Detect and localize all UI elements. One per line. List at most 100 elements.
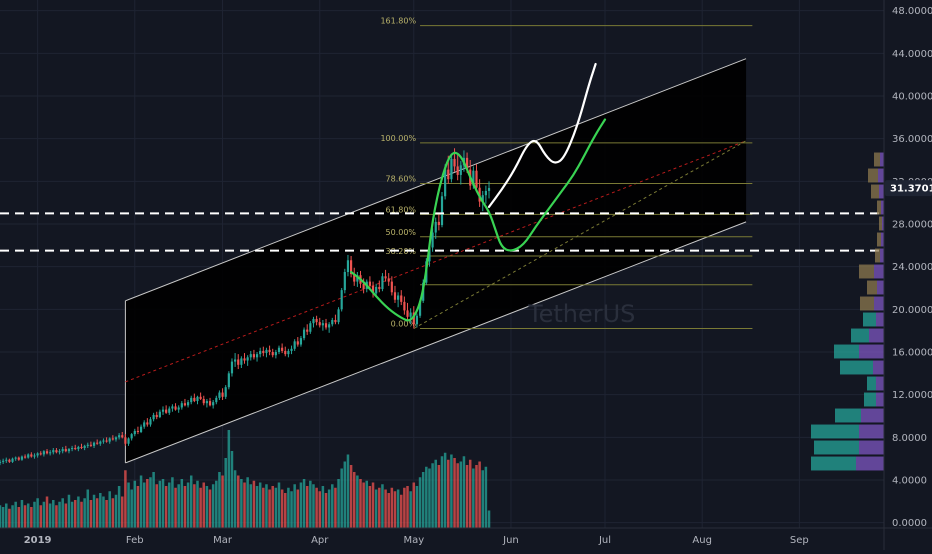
volume-bar: [64, 503, 68, 528]
volume-profile-down: [859, 344, 884, 359]
volume-bar: [434, 459, 437, 528]
volume-bar: [243, 482, 246, 528]
volume-bar: [447, 459, 450, 528]
channel-mid-line[interactable]: [125, 140, 747, 383]
volume-bar: [42, 501, 46, 528]
volume-bar: [8, 508, 11, 528]
volume-profile-down: [869, 328, 884, 343]
green-projection-path[interactable]: [350, 118, 607, 322]
price-tick-label: 44.0000: [892, 49, 932, 60]
price-tick-label: 16.0000: [892, 348, 932, 359]
candle-body: [158, 411, 161, 418]
volume-profile-down: [873, 360, 884, 375]
time-tick-label: May: [403, 535, 424, 546]
white-projection-path[interactable]: [487, 62, 597, 208]
time-tick-label: Jul: [598, 535, 611, 546]
volume-bar: [478, 461, 481, 528]
candle-body: [14, 457, 17, 459]
volume-bar: [215, 480, 218, 528]
volume-bar: [475, 465, 478, 528]
candle-body: [378, 286, 381, 290]
volume-profile-up: [875, 248, 880, 263]
volume-bar: [481, 470, 485, 528]
volume-bar: [356, 475, 359, 528]
volume-bar: [67, 494, 71, 528]
candle-body: [165, 409, 168, 413]
fibonacci-retracement[interactable]: 0.00% 38.20% 50.00% 61.80% 78.60% 100.00% 161.…: [380, 17, 753, 330]
volume-bar: [236, 475, 240, 528]
candle-body: [202, 398, 205, 404]
candle-body: [284, 350, 287, 355]
candle-body: [224, 387, 227, 397]
volume-bar: [312, 484, 315, 528]
drawings[interactable]: [0, 62, 884, 322]
volume-profile-up: [851, 328, 869, 343]
candle-body: [343, 272, 346, 291]
volume-profile-down: [856, 456, 884, 471]
channel-upper-line[interactable]: [125, 58, 747, 302]
volume-bar: [180, 479, 184, 528]
fib-trend-line[interactable]: [413, 140, 747, 329]
volume-bar: [218, 472, 221, 528]
volume-bar: [381, 484, 384, 528]
candle-body: [5, 459, 8, 461]
volume-bar: [262, 487, 265, 528]
volume-bar: [318, 491, 321, 528]
candle-body: [337, 309, 340, 323]
volume-bar: [83, 498, 86, 528]
volume-bar: [92, 494, 96, 528]
candle-body: [127, 438, 130, 444]
volume-bar: [240, 479, 243, 528]
time-tick-label: 2019: [24, 535, 52, 546]
volume-bar: [274, 487, 278, 528]
price-tick-label: 8.0000: [892, 433, 927, 444]
candle-body: [318, 322, 321, 326]
candle-body: [139, 426, 143, 432]
regression-channel[interactable]: [124, 58, 747, 464]
fib-level-label: 61.80%: [386, 205, 417, 214]
volume-bar: [327, 489, 331, 528]
candle-body: [472, 170, 475, 186]
volume-bar: [130, 489, 133, 528]
volume-bar: [189, 475, 193, 528]
volume-bar: [406, 486, 409, 528]
channel-lower-line[interactable]: [125, 221, 747, 464]
volume-bar: [124, 470, 127, 528]
last-price-label: 31.3701: [890, 184, 932, 195]
volume-bar: [20, 500, 24, 528]
candle-body: [306, 329, 309, 332]
volume-profile-up: [874, 152, 880, 167]
volume-bar: [359, 479, 362, 528]
volume-profile-down: [859, 424, 884, 439]
volume-profile-up: [867, 280, 877, 295]
volume-bar: [368, 486, 372, 528]
volume-bars: [0, 430, 491, 528]
candle-body: [133, 430, 136, 435]
volume-profile-down: [859, 440, 884, 455]
volume-profile-down: [881, 232, 884, 247]
volume-profile-up: [864, 392, 876, 407]
fib-level-label: 100.00%: [380, 134, 416, 143]
volume-bar: [208, 489, 212, 528]
volume-bar: [305, 486, 309, 528]
price-axis-panel[interactable]: [884, 0, 932, 528]
candle-body: [86, 444, 89, 446]
candle-body: [36, 453, 39, 456]
candle-body: [487, 188, 491, 191]
volume-profile-down: [877, 280, 884, 295]
volume-bar: [390, 487, 394, 528]
price-tick-label: 28.0000: [892, 220, 932, 231]
candle-body: [23, 456, 27, 458]
candle-body: [71, 448, 74, 450]
candle-body: [353, 274, 356, 282]
volume-bar: [249, 484, 253, 528]
volume-bar: [152, 472, 155, 528]
time-axis-panel[interactable]: [0, 528, 932, 550]
volume-bar: [409, 491, 412, 528]
candle-body: [230, 361, 234, 374]
candle-body: [290, 348, 293, 351]
volume-bar: [378, 487, 381, 528]
volume-bar: [186, 482, 190, 528]
